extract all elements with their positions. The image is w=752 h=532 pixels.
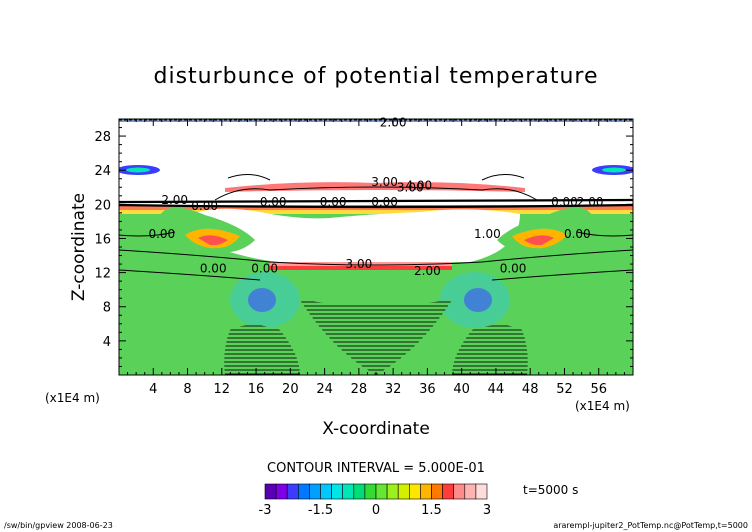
colorbar-swatch xyxy=(275,483,288,500)
y-tick-label: 24 xyxy=(94,164,111,179)
contour-label: 0.00 xyxy=(320,195,347,209)
colorbar-tick-label: 3 xyxy=(483,503,491,518)
contour-label: 4.00 xyxy=(405,179,432,193)
colorbar-swatch xyxy=(264,483,277,500)
colorbar-swatch xyxy=(353,483,366,500)
contour-label: 0.00 xyxy=(371,195,398,209)
colorbar-tick-label: -1.5 xyxy=(308,503,333,518)
x-tick-label: 56 xyxy=(590,382,607,397)
colorbar-swatch xyxy=(286,483,299,500)
chart-title: disturbunce of potential temperature xyxy=(154,64,599,89)
colorbar-swatch xyxy=(364,483,377,500)
footer-left: /sw/bin/gpview 2008-06-23 xyxy=(4,521,113,530)
contour-label: 0.00 xyxy=(191,199,218,213)
contour-label: 0.00 xyxy=(500,261,527,275)
colorbar-swatch xyxy=(342,483,355,500)
y-tick-label: 28 xyxy=(94,130,111,145)
colorbar-swatch xyxy=(297,483,310,500)
x-tick-label: 52 xyxy=(556,382,573,397)
contour-label: 0.00 xyxy=(148,227,175,241)
colorbar-tick-label: 0 xyxy=(372,503,380,518)
y-tick-label: 20 xyxy=(94,198,111,213)
colorbar-swatch xyxy=(475,483,488,500)
contour-label: 3.00 xyxy=(346,257,373,271)
y-tick-label: 16 xyxy=(94,232,111,247)
x-tick-label: 8 xyxy=(183,382,191,397)
x-tick-label: 48 xyxy=(522,382,539,397)
colorbar-swatch xyxy=(420,483,432,500)
y-tick-label: 8 xyxy=(103,301,111,316)
contour-interval-label: CONTOUR INTERVAL = 5.000E-01 xyxy=(267,461,485,476)
colorbar-ticks: -3 -1.5 0 1.5 3 xyxy=(259,503,492,518)
colorbar-swatch xyxy=(320,483,332,500)
colorbar-tick-label: 1.5 xyxy=(421,503,442,518)
colorbar-tick-label: -3 xyxy=(259,503,272,518)
x-tick-label: 4 xyxy=(149,382,157,397)
x-axis-label: X-coordinate xyxy=(322,419,430,439)
y-tick-label: 4 xyxy=(103,335,111,350)
y-axis: 4 8 12 16 20 24 28 xyxy=(94,118,633,376)
colorbar-swatch xyxy=(386,483,399,500)
colorbar-swatch xyxy=(464,483,477,500)
x-tick-label: 40 xyxy=(453,382,470,397)
colorbar-swatch xyxy=(442,483,455,500)
contour-label: 2.00 xyxy=(161,193,188,207)
colorbar-swatch xyxy=(453,483,466,500)
footer-right: ararempl-jupiter2_PotTemp.nc@PotTemp,t=5… xyxy=(553,521,748,530)
x-tick-label: 28 xyxy=(351,382,368,397)
contour-label: 0.00 xyxy=(551,195,578,209)
contour-label: 0.00 xyxy=(564,227,591,241)
colorbar-swatch xyxy=(331,483,344,500)
y-axis-label: Z-coordinate xyxy=(69,193,89,301)
x-tick-label: 16 xyxy=(248,382,265,397)
y-tick-label: 12 xyxy=(94,267,111,282)
x-tick-label: 20 xyxy=(282,382,299,397)
contour-label: 3.00 xyxy=(397,180,424,194)
x-tick-label: 12 xyxy=(214,382,231,397)
x-tick-label: 32 xyxy=(385,382,402,397)
x-tick-label: 24 xyxy=(316,382,333,397)
colorbar xyxy=(264,483,488,500)
contour-label: 1.00 xyxy=(474,227,501,241)
x-unit-label: (x1E4 m) xyxy=(575,399,630,413)
colorbar-swatch xyxy=(431,483,443,500)
x-axis: 4 8 12 16 20 24 28 32 36 40 44 48 52 56 xyxy=(118,119,634,397)
colorbar-swatch xyxy=(309,483,321,500)
contour-label: 0.00 xyxy=(200,261,227,275)
colorbar-swatch xyxy=(397,483,410,500)
contour-field xyxy=(119,119,633,375)
contour-label: 3.00 xyxy=(371,175,398,189)
y-unit-label: (x1E4 m) xyxy=(45,391,100,405)
colorbar-swatch xyxy=(375,483,388,500)
contour-label: 2.00 xyxy=(577,195,604,209)
contour-label: 0.00 xyxy=(260,195,287,209)
x-tick-label: 44 xyxy=(488,382,505,397)
contour-label: 0.00 xyxy=(251,261,278,275)
contour-label: 2.00 xyxy=(414,264,441,278)
x-tick-label: 36 xyxy=(419,382,436,397)
time-label: t=5000 s xyxy=(523,483,578,497)
colorbar-swatch xyxy=(408,483,421,500)
